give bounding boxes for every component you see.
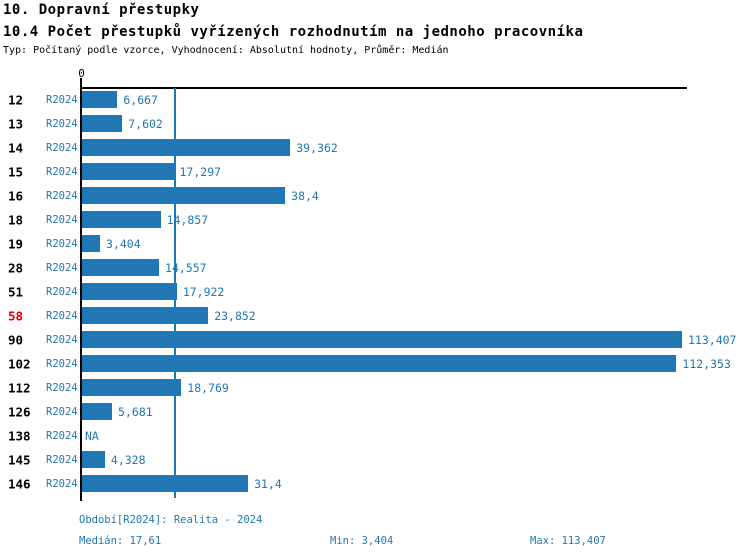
bar-value-label: 17,922 (182, 285, 225, 299)
bar (82, 115, 123, 132)
bar-value-label: NA (85, 429, 99, 443)
bar (82, 187, 286, 204)
bar-value-label: 31,4 (254, 477, 282, 491)
footer-period-label: Období[R2024]: Realita - 2024 (79, 514, 263, 526)
row-id-label: 102 (8, 356, 31, 372)
chart-row: 90 R2024 113,407 (0, 328, 750, 352)
chart-row: 28 R2024 14,557 (0, 256, 750, 280)
chart-row: 13 R2024 7,602 (0, 112, 750, 136)
bar (82, 211, 161, 228)
bar (82, 451, 105, 468)
row-id-label: 112 (8, 380, 31, 396)
chart-row: 145 R2024 4,328 (0, 448, 750, 472)
row-period-label: R2024 (46, 310, 78, 322)
bar (82, 403, 113, 420)
row-period-label: R2024 (46, 166, 78, 178)
row-id-label: 15 (8, 164, 24, 180)
chart-row: 16 R2024 38,4 (0, 184, 750, 208)
row-id-label: 14 (8, 140, 24, 156)
axis-zero-line (80, 78, 82, 501)
row-id-label: 126 (8, 404, 31, 420)
row-period-label: R2024 (46, 406, 78, 418)
bar-value-label: 4,328 (110, 453, 146, 467)
row-id-label: 18 (8, 212, 24, 228)
row-period-label: R2024 (46, 334, 78, 346)
bar-value-label: 113,407 (688, 333, 737, 347)
footer-min-value: Min: 3,404 (330, 535, 394, 547)
row-period-label: R2024 (46, 118, 78, 130)
bar (82, 235, 100, 252)
row-period-label: R2024 (46, 262, 78, 274)
row-id-label: 90 (8, 332, 24, 348)
chart-subtitle: 10.4 Počet přestupků vyřízených rozhodnu… (3, 24, 584, 40)
bar-value-label: 5,681 (118, 405, 153, 419)
row-period-label: R2024 (46, 358, 78, 370)
chart-row: 102 R2024 112,353 (0, 352, 750, 376)
chart-row: 18 R2024 14,857 (0, 208, 750, 232)
chart-row: 58 R2024 23,852 (0, 304, 750, 328)
chart-row: 19 R2024 3,404 (0, 232, 750, 256)
chart-row: 126 R2024 5,681 (0, 400, 750, 424)
chart-row: 51 R2024 17,922 (0, 280, 750, 304)
bar (82, 259, 160, 276)
row-period-label: R2024 (46, 286, 78, 298)
bar-value-label: 17,297 (179, 165, 222, 179)
bar (82, 355, 677, 372)
row-id-label: 58 (8, 308, 24, 324)
row-period-label: R2024 (46, 382, 78, 394)
row-period-label: R2024 (46, 478, 78, 490)
bar (82, 163, 174, 180)
bar-value-label: 3,404 (106, 237, 141, 251)
page-title: 10. Dopravní přestupky (3, 2, 200, 18)
chart-row: 12 R2024 6,667 (0, 88, 750, 112)
row-period-label: R2024 (46, 190, 78, 202)
bar-value-label: 39,362 (296, 141, 338, 155)
row-id-label: 13 (8, 116, 24, 132)
chart-row: 14 R2024 39,362 (0, 136, 750, 160)
bar-value-label: 112,353 (682, 357, 731, 371)
row-id-label: 138 (8, 428, 31, 444)
bar-value-label: 14,857 (166, 213, 209, 227)
chart-row: 138 R2024 NA (0, 424, 750, 448)
bar (82, 331, 682, 348)
chart-row: 15 R2024 17,297 (0, 160, 750, 184)
row-period-label: R2024 (46, 454, 78, 466)
chart-row: 146 R2024 31,4 (0, 472, 750, 496)
bar-value-label: 18,769 (187, 381, 229, 395)
row-id-label: 19 (8, 236, 24, 252)
axis-zero-tick-label: 0 (78, 67, 85, 80)
bar (82, 139, 291, 156)
bar (82, 283, 177, 300)
row-period-label: R2024 (46, 214, 78, 226)
row-period-label: R2024 (46, 142, 78, 154)
row-id-label: 51 (8, 284, 24, 300)
bar-value-label: 7,602 (128, 117, 163, 131)
chart-row: 112 R2024 18,769 (0, 376, 750, 400)
row-id-label: 146 (8, 476, 31, 492)
axis-top-line (80, 87, 687, 89)
row-id-label: 16 (8, 188, 24, 204)
bar-value-label: 23,852 (214, 309, 256, 323)
bar (82, 379, 182, 396)
row-period-label: R2024 (46, 94, 78, 106)
bar (82, 91, 118, 108)
bar-value-label: 38,4 (291, 189, 319, 203)
row-period-label: R2024 (46, 430, 78, 442)
footer-median-value: Medián: 17,61 (79, 535, 162, 547)
bar (82, 307, 209, 324)
row-id-label: 145 (8, 452, 31, 468)
row-period-label: R2024 (46, 238, 78, 250)
footer-max-value: Max: 113,407 (530, 535, 606, 547)
row-id-label: 12 (8, 92, 24, 108)
bar-value-label: 6,667 (123, 93, 158, 107)
bar-value-label: 14,557 (165, 261, 207, 275)
row-id-label: 28 (8, 260, 24, 276)
bar (82, 475, 249, 492)
chart-meta-line: Typ: Počítaný podle vzorce, Vyhodnocení:… (3, 45, 449, 56)
